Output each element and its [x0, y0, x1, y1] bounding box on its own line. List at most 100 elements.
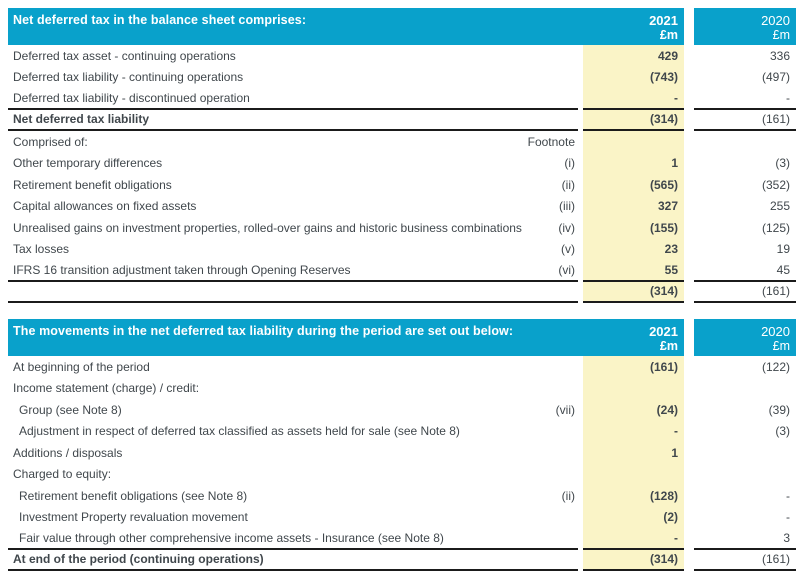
- header-band-left: The movements in the net deferred tax li…: [8, 319, 684, 356]
- row-label-cell: Group (see Note 8) (vii): [8, 399, 578, 421]
- value-2020: [694, 442, 796, 464]
- year-2020-label: 2020: [761, 13, 790, 28]
- column-gap: [684, 442, 694, 464]
- table-row: Income statement (charge) / credit:: [8, 377, 796, 400]
- table-row: Group (see Note 8) (vii) (24) (39): [8, 399, 796, 421]
- year-2021-label: 2021: [649, 324, 678, 339]
- row-label: Capital allowances on fixed assets: [13, 199, 197, 214]
- movements-table-header: The movements in the net deferred tax li…: [8, 319, 796, 356]
- column-gap: [684, 260, 694, 282]
- column-header-current: 2021 £m: [649, 324, 678, 353]
- unit-2021-label: £m: [659, 339, 678, 353]
- column-gap: [684, 45, 694, 67]
- column-gap: [684, 153, 694, 175]
- row-label-cell: Retirement benefit obligations (ii): [8, 174, 578, 196]
- value-2020: (161): [694, 282, 796, 303]
- row-label: Fair value through other comprehensive i…: [19, 530, 444, 545]
- value-2020: -: [694, 88, 796, 110]
- value-2020: (122): [761, 359, 790, 374]
- row-label: Unrealised gains on investment propertie…: [13, 220, 522, 235]
- column-gap: [684, 507, 694, 529]
- value-2020: 3: [694, 528, 796, 550]
- value-2020: 45: [694, 260, 796, 282]
- value-2021: (128): [583, 485, 684, 507]
- value-2020: (352): [761, 177, 790, 192]
- column-header-prior: 2020 £m: [694, 319, 796, 356]
- table-row: At end of the period (continuing operati…: [8, 549, 796, 571]
- table-row: Other temporary differences (i) 1 (3): [8, 152, 796, 175]
- value-2020: -: [786, 488, 790, 503]
- movements-table-body: At beginning of the period (161) (122) I…: [8, 356, 796, 571]
- value-2021: 55: [583, 260, 684, 282]
- row-label: Deferred tax asset - continuing operatio…: [13, 48, 236, 63]
- movements-table: The movements in the net deferred tax li…: [8, 319, 796, 571]
- table-row: Charged to equity:: [8, 463, 796, 486]
- row-label-cell: Retirement benefit obligations (see Note…: [8, 485, 578, 507]
- row-footnote: (ii): [561, 488, 575, 503]
- table-row: Retirement benefit obligations (ii) (565…: [8, 174, 796, 196]
- table-row: Additions / disposals 1: [8, 442, 796, 464]
- column-gap: [684, 464, 694, 486]
- value-2021: 327: [583, 195, 684, 217]
- table-row: Unrealised gains on investment propertie…: [8, 217, 796, 239]
- value-2021: (743): [583, 66, 684, 88]
- header-gap: [684, 8, 694, 45]
- value-2021: (314): [583, 549, 684, 571]
- table-row: Capital allowances on fixed assets (iii)…: [8, 195, 796, 218]
- value-2020: 255: [769, 199, 790, 214]
- column-gap: [684, 217, 694, 239]
- header-gap: [684, 319, 694, 356]
- table-title: Net deferred tax in the balance sheet co…: [13, 13, 307, 27]
- table-row: Fair value through other comprehensive i…: [8, 528, 796, 550]
- column-header-current: 2021 £m: [649, 13, 678, 42]
- row-label-cell: Fair value through other comprehensive i…: [8, 528, 578, 550]
- column-gap: [684, 528, 694, 550]
- balance-sheet-table: Net deferred tax in the balance sheet co…: [8, 8, 796, 303]
- row-label: Net deferred tax liability: [13, 112, 150, 127]
- row-footnote: (iii): [559, 199, 575, 214]
- row-label: Comprised of:: [13, 134, 88, 149]
- column-gap: [684, 88, 694, 110]
- table-row: Adjustment in respect of deferred tax cl…: [8, 420, 796, 442]
- column-header-prior: 2020 £m: [694, 8, 796, 45]
- table-row: IFRS 16 transition adjustment taken thro…: [8, 260, 796, 282]
- column-gap: [684, 196, 694, 218]
- column-gap: [684, 174, 694, 196]
- row-label: IFRS 16 transition adjustment taken thro…: [13, 262, 351, 277]
- table-row: Deferred tax liability - continuing oper…: [8, 66, 796, 89]
- value-2020: (161): [694, 110, 796, 131]
- row-label: Investment Property revaluation movement: [19, 510, 248, 525]
- row-label-cell: Deferred tax asset - continuing operatio…: [8, 45, 578, 67]
- column-gap: [684, 110, 694, 132]
- row-label-cell: Tax losses (v): [8, 239, 578, 261]
- row-label: Tax losses: [13, 242, 70, 257]
- value-2020: (3): [775, 156, 790, 171]
- unit-2020-label: £m: [772, 28, 790, 42]
- year-2021-label: 2021: [649, 13, 678, 28]
- value-2021: [583, 463, 684, 485]
- row-label-cell: Deferred tax liability - continuing oper…: [8, 67, 578, 89]
- row-label-cell: Investment Property revaluation movement: [8, 507, 578, 529]
- value-2021: -: [583, 88, 684, 110]
- row-label-cell: At end of the period (continuing operati…: [8, 550, 578, 571]
- table-row: Deferred tax asset - continuing operatio…: [8, 45, 796, 67]
- row-label: Charged to equity:: [13, 467, 112, 482]
- column-gap: [684, 131, 694, 153]
- value-2021: -: [583, 420, 684, 442]
- value-2021: (161): [583, 356, 684, 378]
- row-label-cell: Additions / disposals: [8, 442, 578, 464]
- row-label: Adjustment in respect of deferred tax cl…: [19, 424, 460, 439]
- value-2021: -: [583, 528, 684, 550]
- column-gap: [684, 356, 694, 378]
- value-2020: 336: [769, 48, 790, 63]
- row-label: Retirement benefit obligations: [13, 177, 172, 192]
- column-gap: [684, 485, 694, 507]
- row-label: Deferred tax liability - discontinued op…: [13, 90, 250, 105]
- row-footnote: Footnote: [527, 134, 575, 149]
- value-2020: [694, 378, 796, 400]
- table-row: Deferred tax liability - discontinued op…: [8, 88, 796, 110]
- value-2020: (39): [768, 402, 790, 417]
- header-band-left: Net deferred tax in the balance sheet co…: [8, 8, 684, 45]
- row-label: At beginning of the period: [13, 359, 150, 374]
- value-2020: (125): [761, 220, 790, 235]
